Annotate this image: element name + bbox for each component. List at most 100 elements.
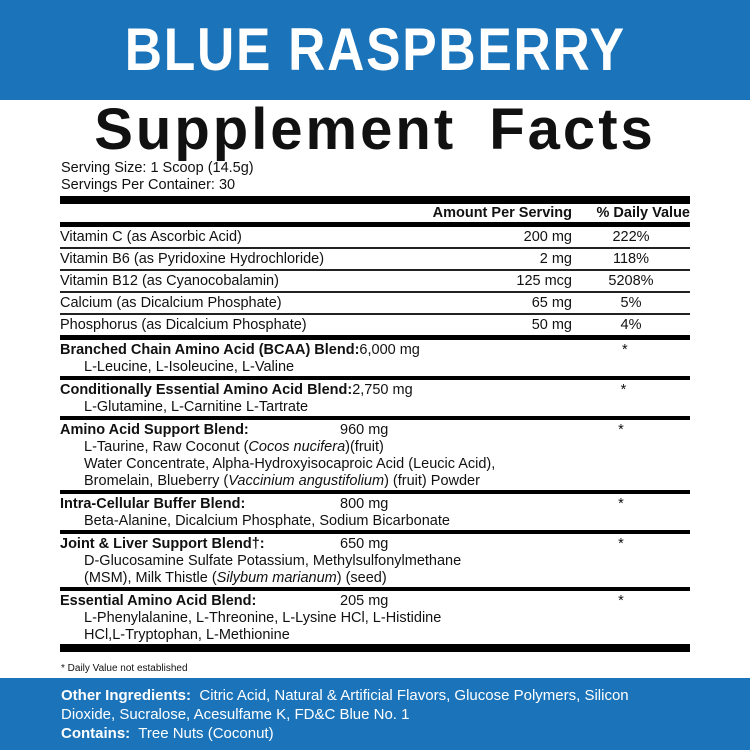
blend-dv: * <box>618 496 624 512</box>
blend-row: Conditionally Essential Amino Acid Blend… <box>60 380 690 416</box>
blend-header: Intra-Cellular Buffer Blend: 800 mg * <box>60 495 690 513</box>
blend-header: Essential Amino Acid Blend: 205 mg * <box>60 592 690 610</box>
ingredient-text: L-Glutamine, L-Carnitine L-Tartrate <box>84 399 309 415</box>
divider <box>60 644 690 652</box>
divider <box>60 335 690 340</box>
blend-amount: 650 mg <box>340 536 389 552</box>
blend-dv: * <box>618 593 624 609</box>
blend-name: Amino Acid Support Blend: <box>60 422 249 438</box>
blend-row: Essential Amino Acid Blend: 205 mg * L-Phen… <box>60 591 690 644</box>
nutrient-dv: 4% <box>620 317 642 333</box>
nutrient-name: Vitamin C (as Ascorbic Acid) <box>60 229 242 245</box>
ingredient-text: (MSM), Milk Thistle ( <box>84 570 217 586</box>
blend-amount: 205 mg <box>340 593 389 609</box>
blend-ingredients-line: Beta-Alanine, Dicalcium Phosphate, Sodiu… <box>60 513 690 530</box>
blend-amount: 960 mg <box>340 422 389 438</box>
divider <box>60 291 690 293</box>
divider <box>60 490 690 494</box>
blend-ingredients-line: HCl,L-Tryptophan, L-Methionine <box>60 627 690 644</box>
blend-dv: * <box>618 422 624 438</box>
table-header: Amount Per Serving % Daily Value <box>60 204 690 222</box>
contains-value: Tree Nuts (Coconut) <box>138 725 274 742</box>
servings-per-container: Servings Per Container: 30 <box>61 177 236 193</box>
nutrient-amount: 65 mg <box>531 295 572 311</box>
facts-table: Amount Per Serving % Daily Value Vitamin… <box>60 196 690 652</box>
other-ingredients-line2: Dioxide, Sucralose, Acesulfame K, FD&C B… <box>61 706 410 723</box>
blend-header: Conditionally Essential Amino Acid Blend… <box>60 381 690 399</box>
blend-ingredients-line: L-Phenylalanine, L-Threonine, L-Lysine H… <box>60 610 690 627</box>
nutrient-amount: 2 mg <box>539 251 572 267</box>
blend-amount: 6,000 mg <box>359 342 420 358</box>
blend-header: Amino Acid Support Blend: 960 mg * <box>60 421 690 439</box>
ingredient-text: )(fruit) <box>345 439 384 455</box>
divider <box>60 247 690 249</box>
serving-size: Serving Size: 1 Scoop (14.5g) <box>61 160 254 176</box>
divider <box>60 222 690 227</box>
nutrient-name: Vitamin B12 (as Cyanocobalamin) <box>60 273 279 289</box>
blend-header: Joint & Liver Support Blend†: 650 mg * <box>60 535 690 553</box>
ingredient-text: Water Concentrate, Alpha-Hydroxyisocapro… <box>84 456 496 472</box>
other-ingredients-line1: Citric Acid, Natural & Artificial Flavor… <box>199 687 629 704</box>
table-row: Vitamin B12 (as Cyanocobalamin) 125 mcg 52… <box>60 271 690 291</box>
blend-name: Essential Amino Acid Blend: <box>60 593 257 609</box>
blend-name: Branched Chain Amino Acid (BCAA) Blend: <box>60 342 360 358</box>
ingredient-text: HCl,L-Tryptophan, L-Methionine <box>84 627 290 643</box>
nutrient-dv: 222% <box>612 229 650 245</box>
nutrient-name: Vitamin B6 (as Pyridoxine Hydrochloride) <box>60 251 325 267</box>
blend-header: Branched Chain Amino Acid (BCAA) Blend: 6… <box>60 341 690 359</box>
amount-header: Amount Per Serving <box>432 205 572 221</box>
blend-ingredients-line: L-Glutamine, L-Carnitine L-Tartrate <box>60 399 690 416</box>
nutrient-amount: 50 mg <box>531 317 572 333</box>
blend-dv: * <box>620 382 627 398</box>
vitamin-list: Vitamin C (as Ascorbic Acid) 200 mg 222% Vi… <box>60 227 690 335</box>
footnote: * Daily Value not established <box>61 663 188 674</box>
blend-row: Branched Chain Amino Acid (BCAA) Blend: 6… <box>60 340 690 376</box>
ingredient-text: L-Leucine, L-Isoleucine, L-Valine <box>84 359 295 375</box>
botanical-name: Vaccinium angustifolium <box>228 473 385 489</box>
blend-amount: 2,750 mg <box>352 382 413 398</box>
nutrient-amount: 200 mg <box>523 229 572 245</box>
ingredient-text: ) (seed) <box>336 570 387 586</box>
botanical-name: Silybum marianum <box>216 570 337 586</box>
blend-name: Conditionally Essential Amino Acid Blend… <box>60 382 353 398</box>
ingredient-text: L-Taurine, Raw Coconut ( <box>84 439 249 455</box>
divider <box>60 313 690 315</box>
divider <box>60 587 690 591</box>
nutrient-name: Phosphorus (as Dicalcium Phosphate) <box>60 317 307 333</box>
nutrient-dv: 118% <box>612 251 649 267</box>
divider <box>60 376 690 380</box>
blend-dv: * <box>618 536 624 552</box>
nutrient-dv: 5208% <box>608 273 654 289</box>
blend-amount: 800 mg <box>340 496 389 512</box>
contains-label: Contains: <box>61 725 131 742</box>
botanical-name: Cocos nucifera <box>248 439 346 455</box>
panel-title: Supplement Facts <box>94 97 656 162</box>
blend-ingredients-line: L-Leucine, L-Isoleucine, L-Valine <box>60 359 690 376</box>
blend-ingredients-line: Bromelain, Blueberry (Vaccinium angustif… <box>60 473 690 490</box>
divider <box>60 269 690 271</box>
nutrient-name: Calcium (as Dicalcium Phosphate) <box>60 295 282 311</box>
blend-list: Branched Chain Amino Acid (BCAA) Blend: 6… <box>60 335 690 644</box>
table-row: Phosphorus (as Dicalcium Phosphate) 50 mg… <box>60 315 690 335</box>
blend-ingredients-line: Water Concentrate, Alpha-Hydroxyisocapro… <box>60 456 690 473</box>
ingredient-text: ) (fruit) Powder <box>384 473 480 489</box>
table-row: Vitamin C (as Ascorbic Acid) 200 mg 222% <box>60 227 690 247</box>
ingredient-text: Beta-Alanine, Dicalcium Phosphate, Sodiu… <box>84 513 450 529</box>
blend-ingredients-line: (MSM), Milk Thistle (Silybum marianum) (… <box>60 570 690 587</box>
other-ingredients-label: Other Ingredients: <box>61 687 192 704</box>
blend-row: Joint & Liver Support Blend†: 650 mg * D-Gl… <box>60 534 690 587</box>
blend-name: Intra-Cellular Buffer Blend: <box>60 496 246 512</box>
divider <box>60 416 690 420</box>
ingredient-text: L-Phenylalanine, L-Threonine, L-Lysine H… <box>84 610 442 626</box>
table-row: Vitamin B6 (as Pyridoxine Hydrochloride)… <box>60 249 690 269</box>
blend-row: Amino Acid Support Blend: 960 mg * L-Taurin… <box>60 420 690 490</box>
blend-row: Intra-Cellular Buffer Blend: 800 mg * Beta-… <box>60 494 690 530</box>
dv-header: % Daily Value <box>596 205 691 221</box>
divider <box>60 196 690 204</box>
nutrient-dv: 5% <box>620 295 642 311</box>
table-row: Calcium (as Dicalcium Phosphate) 65 mg 5% <box>60 293 690 313</box>
divider <box>60 530 690 534</box>
blend-ingredients-line: L-Taurine, Raw Coconut (Cocos nucifera)(… <box>60 439 690 456</box>
flavor-name: BLUE RASPBERRY <box>124 16 626 83</box>
ingredient-text: Bromelain, Blueberry ( <box>84 473 229 489</box>
